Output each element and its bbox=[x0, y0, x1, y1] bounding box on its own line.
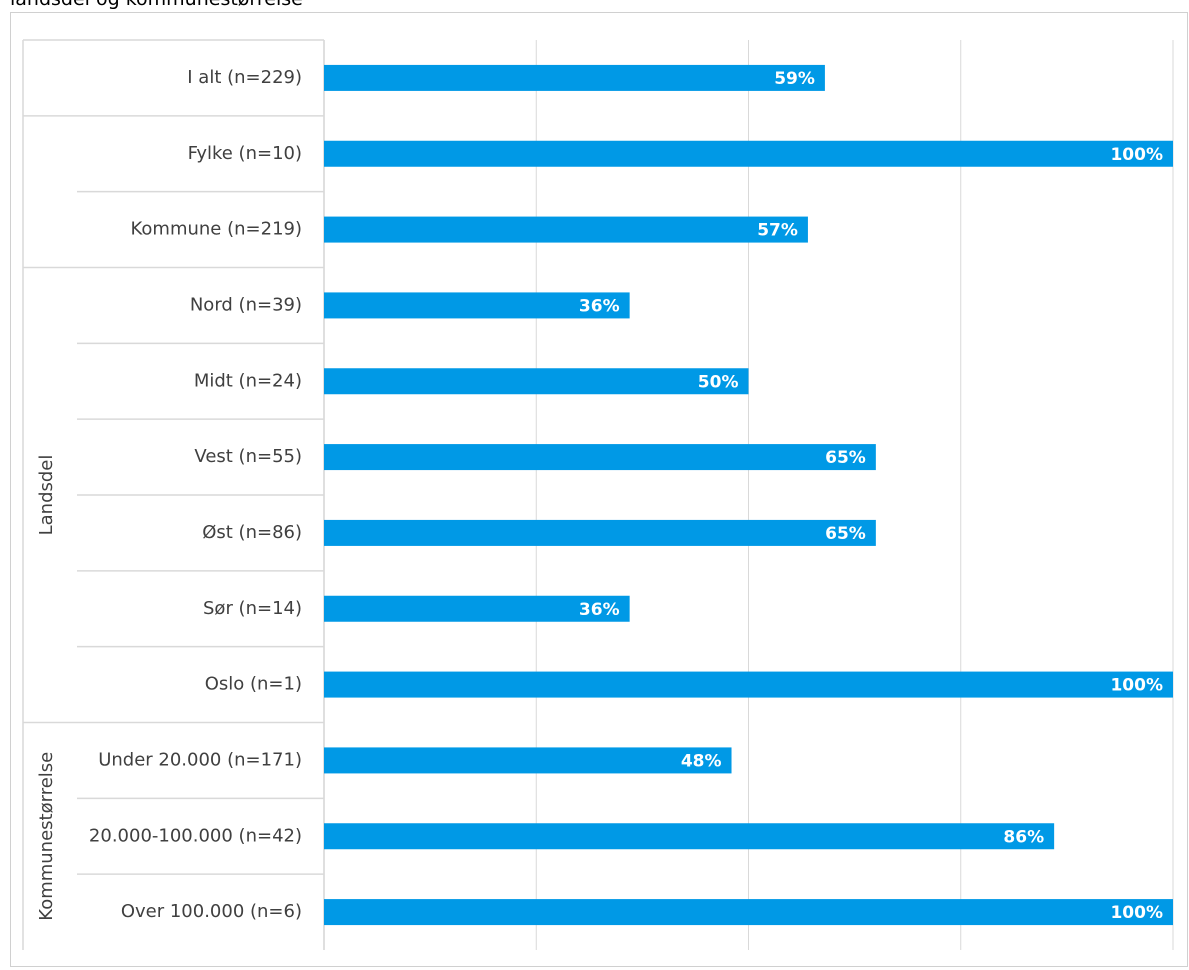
category-label: Nord (n=39) bbox=[190, 294, 302, 315]
bar bbox=[324, 64, 825, 91]
data-label: 50% bbox=[698, 372, 739, 392]
bar bbox=[324, 519, 876, 546]
data-label: 100% bbox=[1110, 676, 1163, 696]
data-label: 57% bbox=[757, 221, 798, 241]
category-label: Fylke (n=10) bbox=[188, 143, 302, 164]
group-label: Kommunestørrelse bbox=[36, 752, 57, 921]
category-label: I alt (n=229) bbox=[187, 67, 302, 88]
chart-border bbox=[10, 12, 1188, 967]
category-label: Kommune (n=219) bbox=[131, 219, 303, 240]
bar bbox=[324, 595, 630, 622]
bar bbox=[324, 747, 732, 774]
bar bbox=[324, 899, 1173, 926]
bar bbox=[324, 140, 1173, 167]
bar bbox=[324, 216, 808, 243]
data-label: 36% bbox=[579, 600, 620, 620]
bar bbox=[324, 292, 630, 319]
data-label: 59% bbox=[774, 69, 815, 89]
data-label: 48% bbox=[681, 751, 722, 771]
data-label: 100% bbox=[1110, 903, 1163, 923]
group-label: Landsdel bbox=[36, 455, 57, 536]
category-label: Sør (n=14) bbox=[203, 598, 302, 619]
data-label: 65% bbox=[825, 524, 866, 544]
category-label: Midt (n=24) bbox=[194, 370, 302, 391]
data-label: 86% bbox=[1003, 827, 1044, 847]
category-label: Vest (n=55) bbox=[194, 446, 302, 467]
category-label: Over 100.000 (n=6) bbox=[121, 901, 302, 922]
category-label: Oslo (n=1) bbox=[205, 674, 302, 695]
category-label: 20.000-100.000 (n=42) bbox=[89, 825, 302, 846]
data-label: 65% bbox=[825, 448, 866, 468]
data-label: 36% bbox=[579, 296, 620, 316]
data-label: 100% bbox=[1110, 145, 1163, 165]
bar bbox=[324, 444, 876, 471]
category-label: Øst (n=86) bbox=[202, 522, 302, 543]
category-label: Under 20.000 (n=171) bbox=[98, 749, 302, 770]
bar bbox=[324, 671, 1173, 698]
chart-caption: landsdel og kommunestørrelse bbox=[10, 0, 303, 10]
bar bbox=[324, 368, 749, 395]
bar bbox=[324, 823, 1055, 850]
